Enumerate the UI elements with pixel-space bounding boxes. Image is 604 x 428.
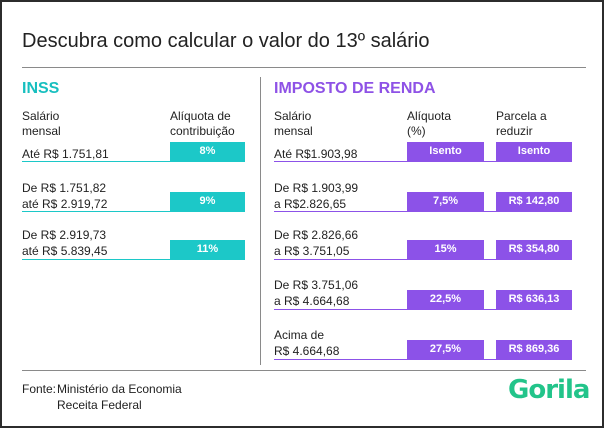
ir-col-deduct-header: Parcela a reduzir bbox=[496, 109, 547, 138]
inss-row-1-label: Até R$ 1.751,81 bbox=[22, 147, 109, 161]
ir-row-1-deduct: Isento bbox=[496, 142, 572, 161]
gorila-logo: Gorila bbox=[508, 375, 590, 405]
ir-row-2-label: De R$ 1.903,99 a R$2.826,65 bbox=[274, 181, 359, 211]
ir-row-4-rate: 22,5% bbox=[407, 290, 484, 309]
footer-divider bbox=[22, 370, 586, 371]
ir-row-1-underline bbox=[274, 161, 572, 162]
ir-row-2-deduct: R$ 142,80 bbox=[496, 192, 572, 211]
inss-row-3-label: De R$ 2.919,73 até R$ 5.839,45 bbox=[22, 228, 108, 258]
ir-section-title: IMPOSTO DE RENDA bbox=[274, 80, 436, 97]
ir-row-3-underline bbox=[274, 259, 572, 260]
inss-row-2-underline bbox=[22, 211, 245, 212]
ir-row-5-deduct: R$ 869,36 bbox=[496, 340, 572, 359]
ir-row-3-deduct: R$ 354,80 bbox=[496, 240, 572, 259]
ir-row-4-underline bbox=[274, 309, 572, 310]
inss-row-1-rate: 8% bbox=[170, 142, 245, 161]
ir-row-1-rate: Isento bbox=[407, 142, 484, 161]
ir-row-3-rate: 15% bbox=[407, 240, 484, 259]
section-divider bbox=[260, 77, 261, 365]
ir-col-rate-header: Alíquota (%) bbox=[407, 109, 452, 138]
ir-row-4-label: De R$ 3.751,06 a R$ 4.664,68 bbox=[274, 278, 359, 308]
inss-row-3-underline bbox=[22, 259, 245, 260]
title-divider bbox=[22, 67, 586, 68]
ir-row-5-label: Acima de R$ 4.664,68 bbox=[274, 328, 340, 358]
page-title: Descubra como calcular o valor do 13º sa… bbox=[22, 30, 430, 52]
ir-row-5-underline bbox=[274, 359, 572, 360]
ir-col-salary-header: Salário mensal bbox=[274, 109, 313, 138]
ir-row-1-label: Até R$1.903,98 bbox=[274, 147, 358, 161]
footer-source-label: Fonte: bbox=[22, 382, 57, 396]
ir-row-3-label: De R$ 2.826,66 a R$ 3.751,05 bbox=[274, 228, 359, 258]
inss-row-3-rate: 11% bbox=[170, 240, 245, 259]
inss-row-2-label: De R$ 1.751,82 até R$ 2.919,72 bbox=[22, 181, 108, 211]
ir-row-4-deduct: R$ 636,13 bbox=[496, 290, 572, 309]
inss-col-rate-header: Alíquota de contribuição bbox=[170, 109, 235, 138]
footer-sources: Ministério da Economia Receita Federal bbox=[57, 382, 182, 412]
inss-row-2-rate: 9% bbox=[170, 192, 245, 211]
inss-row-1-underline bbox=[22, 161, 245, 162]
inss-col-salary-header: Salário mensal bbox=[22, 109, 61, 138]
ir-row-2-rate: 7,5% bbox=[407, 192, 484, 211]
ir-row-5-rate: 27,5% bbox=[407, 340, 484, 359]
inss-section-title: INSS bbox=[22, 80, 60, 97]
ir-row-2-underline bbox=[274, 211, 572, 212]
